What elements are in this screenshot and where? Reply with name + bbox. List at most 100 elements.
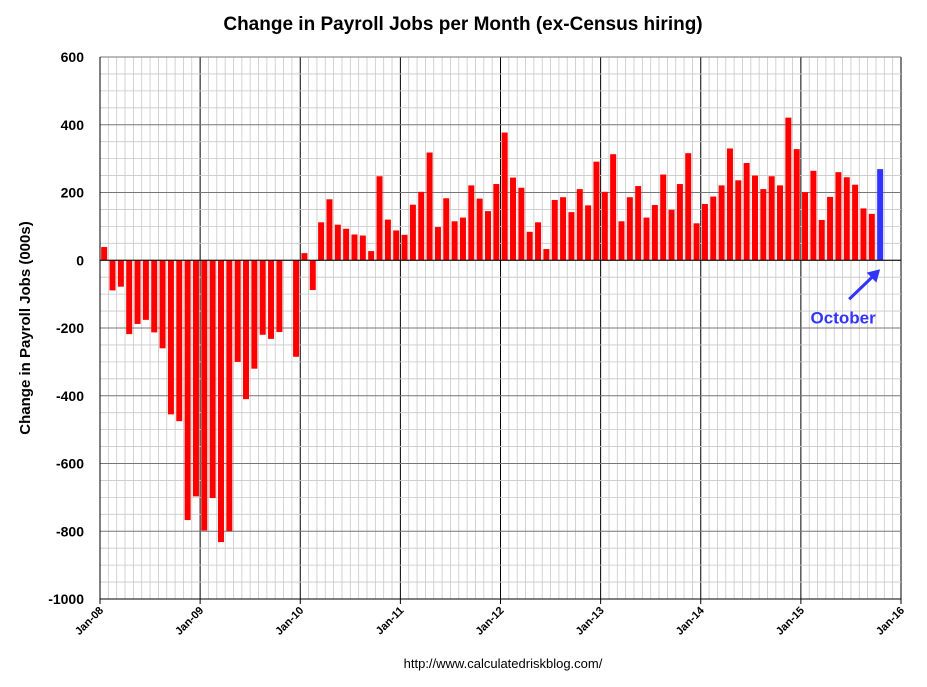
x-tick-label: Jan-16 <box>874 605 907 638</box>
bar <box>334 224 341 261</box>
bar <box>409 204 416 261</box>
bar <box>209 260 216 499</box>
bar <box>551 199 558 261</box>
y-tick-label: -400 <box>56 388 84 404</box>
bar <box>142 260 149 320</box>
bar <box>668 209 675 261</box>
bar <box>268 260 275 339</box>
bar <box>860 208 867 261</box>
bar <box>293 260 300 357</box>
bar <box>760 189 767 261</box>
y-tick-label: 0 <box>76 252 84 268</box>
bar <box>201 260 208 531</box>
x-tick-label: Jan-09 <box>173 605 206 638</box>
bar <box>343 228 350 261</box>
chart-title: Change in Payroll Jobs per Month (ex-Cen… <box>223 14 702 35</box>
bar <box>126 260 133 335</box>
bar <box>718 185 725 261</box>
bar <box>643 217 650 261</box>
bar <box>243 260 250 400</box>
bar <box>309 260 316 291</box>
y-tick-label: -600 <box>56 456 84 472</box>
bar <box>576 189 583 261</box>
bar <box>827 196 834 261</box>
bar <box>560 197 567 261</box>
bar <box>701 204 708 261</box>
bar <box>610 154 617 261</box>
bar <box>151 260 158 333</box>
y-tick-label: 200 <box>61 185 85 201</box>
bar <box>234 260 241 362</box>
bar <box>484 211 491 261</box>
bar <box>393 230 400 261</box>
y-tick-label: 600 <box>61 49 85 65</box>
bar <box>593 161 600 261</box>
bar <box>451 221 458 261</box>
bar <box>176 260 183 422</box>
bar <box>192 260 199 497</box>
bar <box>843 177 850 261</box>
bar <box>660 174 667 261</box>
bar <box>468 185 475 261</box>
bar <box>251 260 258 369</box>
bar <box>585 205 592 261</box>
bar <box>501 132 508 261</box>
bar <box>217 260 224 543</box>
bar-layer <box>101 117 884 543</box>
bar <box>726 148 733 261</box>
bar <box>101 247 108 261</box>
bar <box>510 177 517 261</box>
bar <box>259 260 266 335</box>
y-tick-label: 400 <box>61 117 85 133</box>
x-tick-label: Jan-13 <box>574 605 607 638</box>
bar <box>351 234 358 261</box>
bar <box>777 185 784 261</box>
bar <box>618 221 625 261</box>
x-tick-label: Jan-08 <box>73 605 106 638</box>
annotation-label: October <box>811 308 877 327</box>
y-tick-label: -200 <box>56 320 84 336</box>
bar <box>768 176 775 261</box>
bar <box>426 152 433 261</box>
bar <box>818 219 825 261</box>
bar <box>535 222 542 261</box>
bar <box>184 260 191 521</box>
bar <box>318 222 325 261</box>
x-tick-label: Jan-14 <box>674 604 708 638</box>
y-tick-label: -1000 <box>48 591 84 607</box>
x-tick-label: Jan-12 <box>473 605 506 638</box>
bar <box>676 184 683 261</box>
bar <box>635 186 642 261</box>
bar <box>226 260 233 532</box>
bar <box>434 227 441 261</box>
bar <box>751 175 758 261</box>
bar <box>518 187 525 261</box>
bar <box>401 234 408 261</box>
y-tick-label: -800 <box>56 523 84 539</box>
bar <box>810 170 817 261</box>
bar <box>384 219 391 261</box>
bar <box>543 249 550 261</box>
bar <box>743 163 750 261</box>
bar <box>735 180 742 261</box>
bar <box>159 260 166 349</box>
bar <box>785 117 792 261</box>
bar <box>710 196 717 261</box>
bar <box>802 192 809 261</box>
bar <box>443 198 450 261</box>
grid-layer <box>99 56 902 600</box>
bar <box>685 153 692 261</box>
bar <box>167 260 174 415</box>
annotation-arrow-head <box>866 269 881 283</box>
bar <box>793 149 800 261</box>
bar <box>368 251 375 261</box>
bar <box>601 191 608 261</box>
x-tick-label: Jan-11 <box>374 605 407 638</box>
bar <box>526 231 533 261</box>
annotation-arrow-line <box>848 273 877 301</box>
bar <box>326 199 333 261</box>
bar <box>301 253 308 261</box>
annotation-layer: October <box>811 269 881 327</box>
